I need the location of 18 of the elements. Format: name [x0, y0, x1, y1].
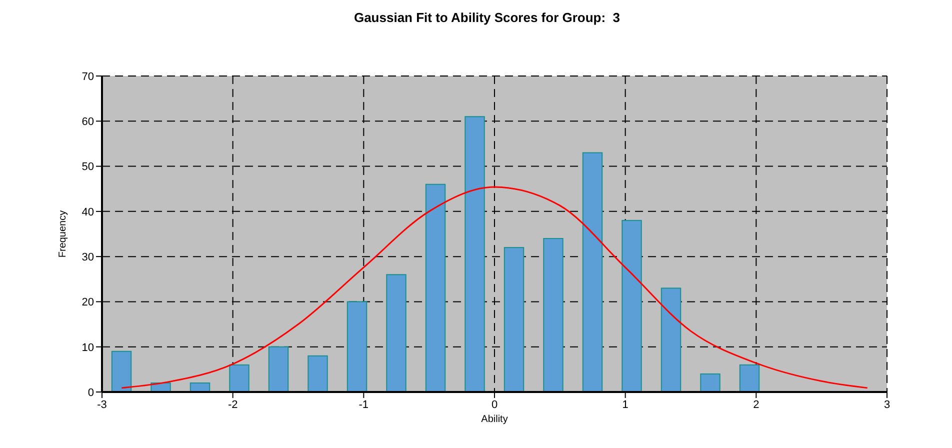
- x-tick-label: -1: [358, 398, 369, 411]
- y-tick-label: 0: [88, 386, 94, 399]
- x-tick-label: -2: [228, 398, 238, 411]
- y-tick-label: 10: [82, 342, 94, 354]
- chart-title: Gaussian Fit to Ability Scores for Group: 3: [352, 10, 622, 25]
- y-tick-label: 30: [82, 251, 94, 264]
- y-tick-label: 60: [82, 116, 94, 128]
- y-tick-label: 20: [82, 296, 94, 309]
- x-tick-label: 3: [884, 398, 890, 411]
- y-tick-label: 40: [82, 206, 94, 218]
- y-tick-label: 50: [82, 161, 94, 174]
- x-tick-label: 2: [753, 398, 760, 411]
- x-tick-label: -3: [97, 398, 107, 411]
- x-tick-label: 1: [622, 398, 628, 411]
- x-tick-label: 0: [491, 398, 498, 411]
- x-axis-title: Ability: [481, 414, 508, 425]
- y-axis-title: Frequency: [58, 210, 69, 258]
- y-tick-label: 70: [82, 70, 94, 83]
